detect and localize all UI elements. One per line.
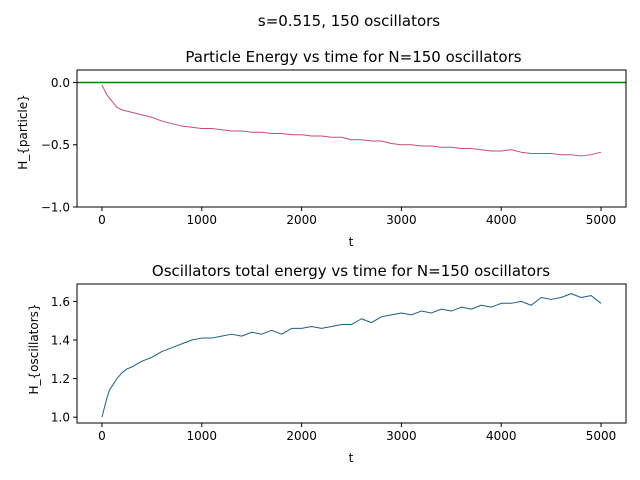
top-panel-particle-energy: Particle Energy vs time for N=150 oscill…	[16, 48, 627, 249]
bottom-panel-x-tick-label: 2000	[286, 429, 317, 443]
top-panel-axes-frame	[76, 69, 627, 208]
top-panel-x-tick-label: 2000	[286, 213, 317, 227]
top-panel-x-axis-label: t	[349, 235, 354, 249]
bottom-panel-axes-frame	[76, 283, 627, 424]
bottom-panel-x-tick-label: 4000	[486, 429, 517, 443]
bottom-panel-title: Oscillators total energy vs time for N=1…	[152, 262, 550, 280]
figure-suptitle: s=0.515, 150 oscillators	[258, 12, 440, 30]
top-panel-x-tick-label: 1000	[186, 213, 217, 227]
top-panel-y-tick-label: 0.0	[51, 76, 70, 90]
bottom-panel-y-tick-label: 1.0	[51, 411, 70, 425]
top-panel-y-tick-label: −0.5	[41, 138, 70, 152]
bottom-panel-x-tick-label: 5000	[586, 429, 617, 443]
top-panel-x-tick-label: 5000	[586, 213, 617, 227]
bottom-panel-x-tick-label: 0	[98, 429, 106, 443]
top-panel-series-line-0	[101, 84, 602, 157]
top-panel-x-tick-label: 3000	[386, 213, 417, 227]
bottom-panel-x-tick-label: 1000	[186, 429, 217, 443]
top-panel-y-axis-label: H_{particle}	[16, 94, 30, 170]
top-panel-y-tick-label: −1.0	[41, 201, 70, 215]
bottom-panel-x-axis-label: t	[349, 451, 354, 465]
bottom-panel-y-tick-label: 1.6	[51, 295, 70, 309]
bottom-panel-y-axis-label: H_{oscillators}	[27, 303, 41, 394]
bottom-panel-y-tick-label: 1.4	[51, 333, 70, 347]
bottom-panel-oscillator-energy: Oscillators total energy vs time for N=1…	[27, 262, 627, 465]
top-panel-x-tick-label: 4000	[486, 213, 517, 227]
top-panel-title: Particle Energy vs time for N=150 oscill…	[185, 48, 521, 66]
bottom-panel-series-line-0	[101, 293, 602, 418]
top-panel-x-tick-label: 0	[98, 213, 106, 227]
bottom-panel-x-tick-label: 3000	[386, 429, 417, 443]
bottom-panel-y-tick-label: 1.2	[51, 372, 70, 386]
